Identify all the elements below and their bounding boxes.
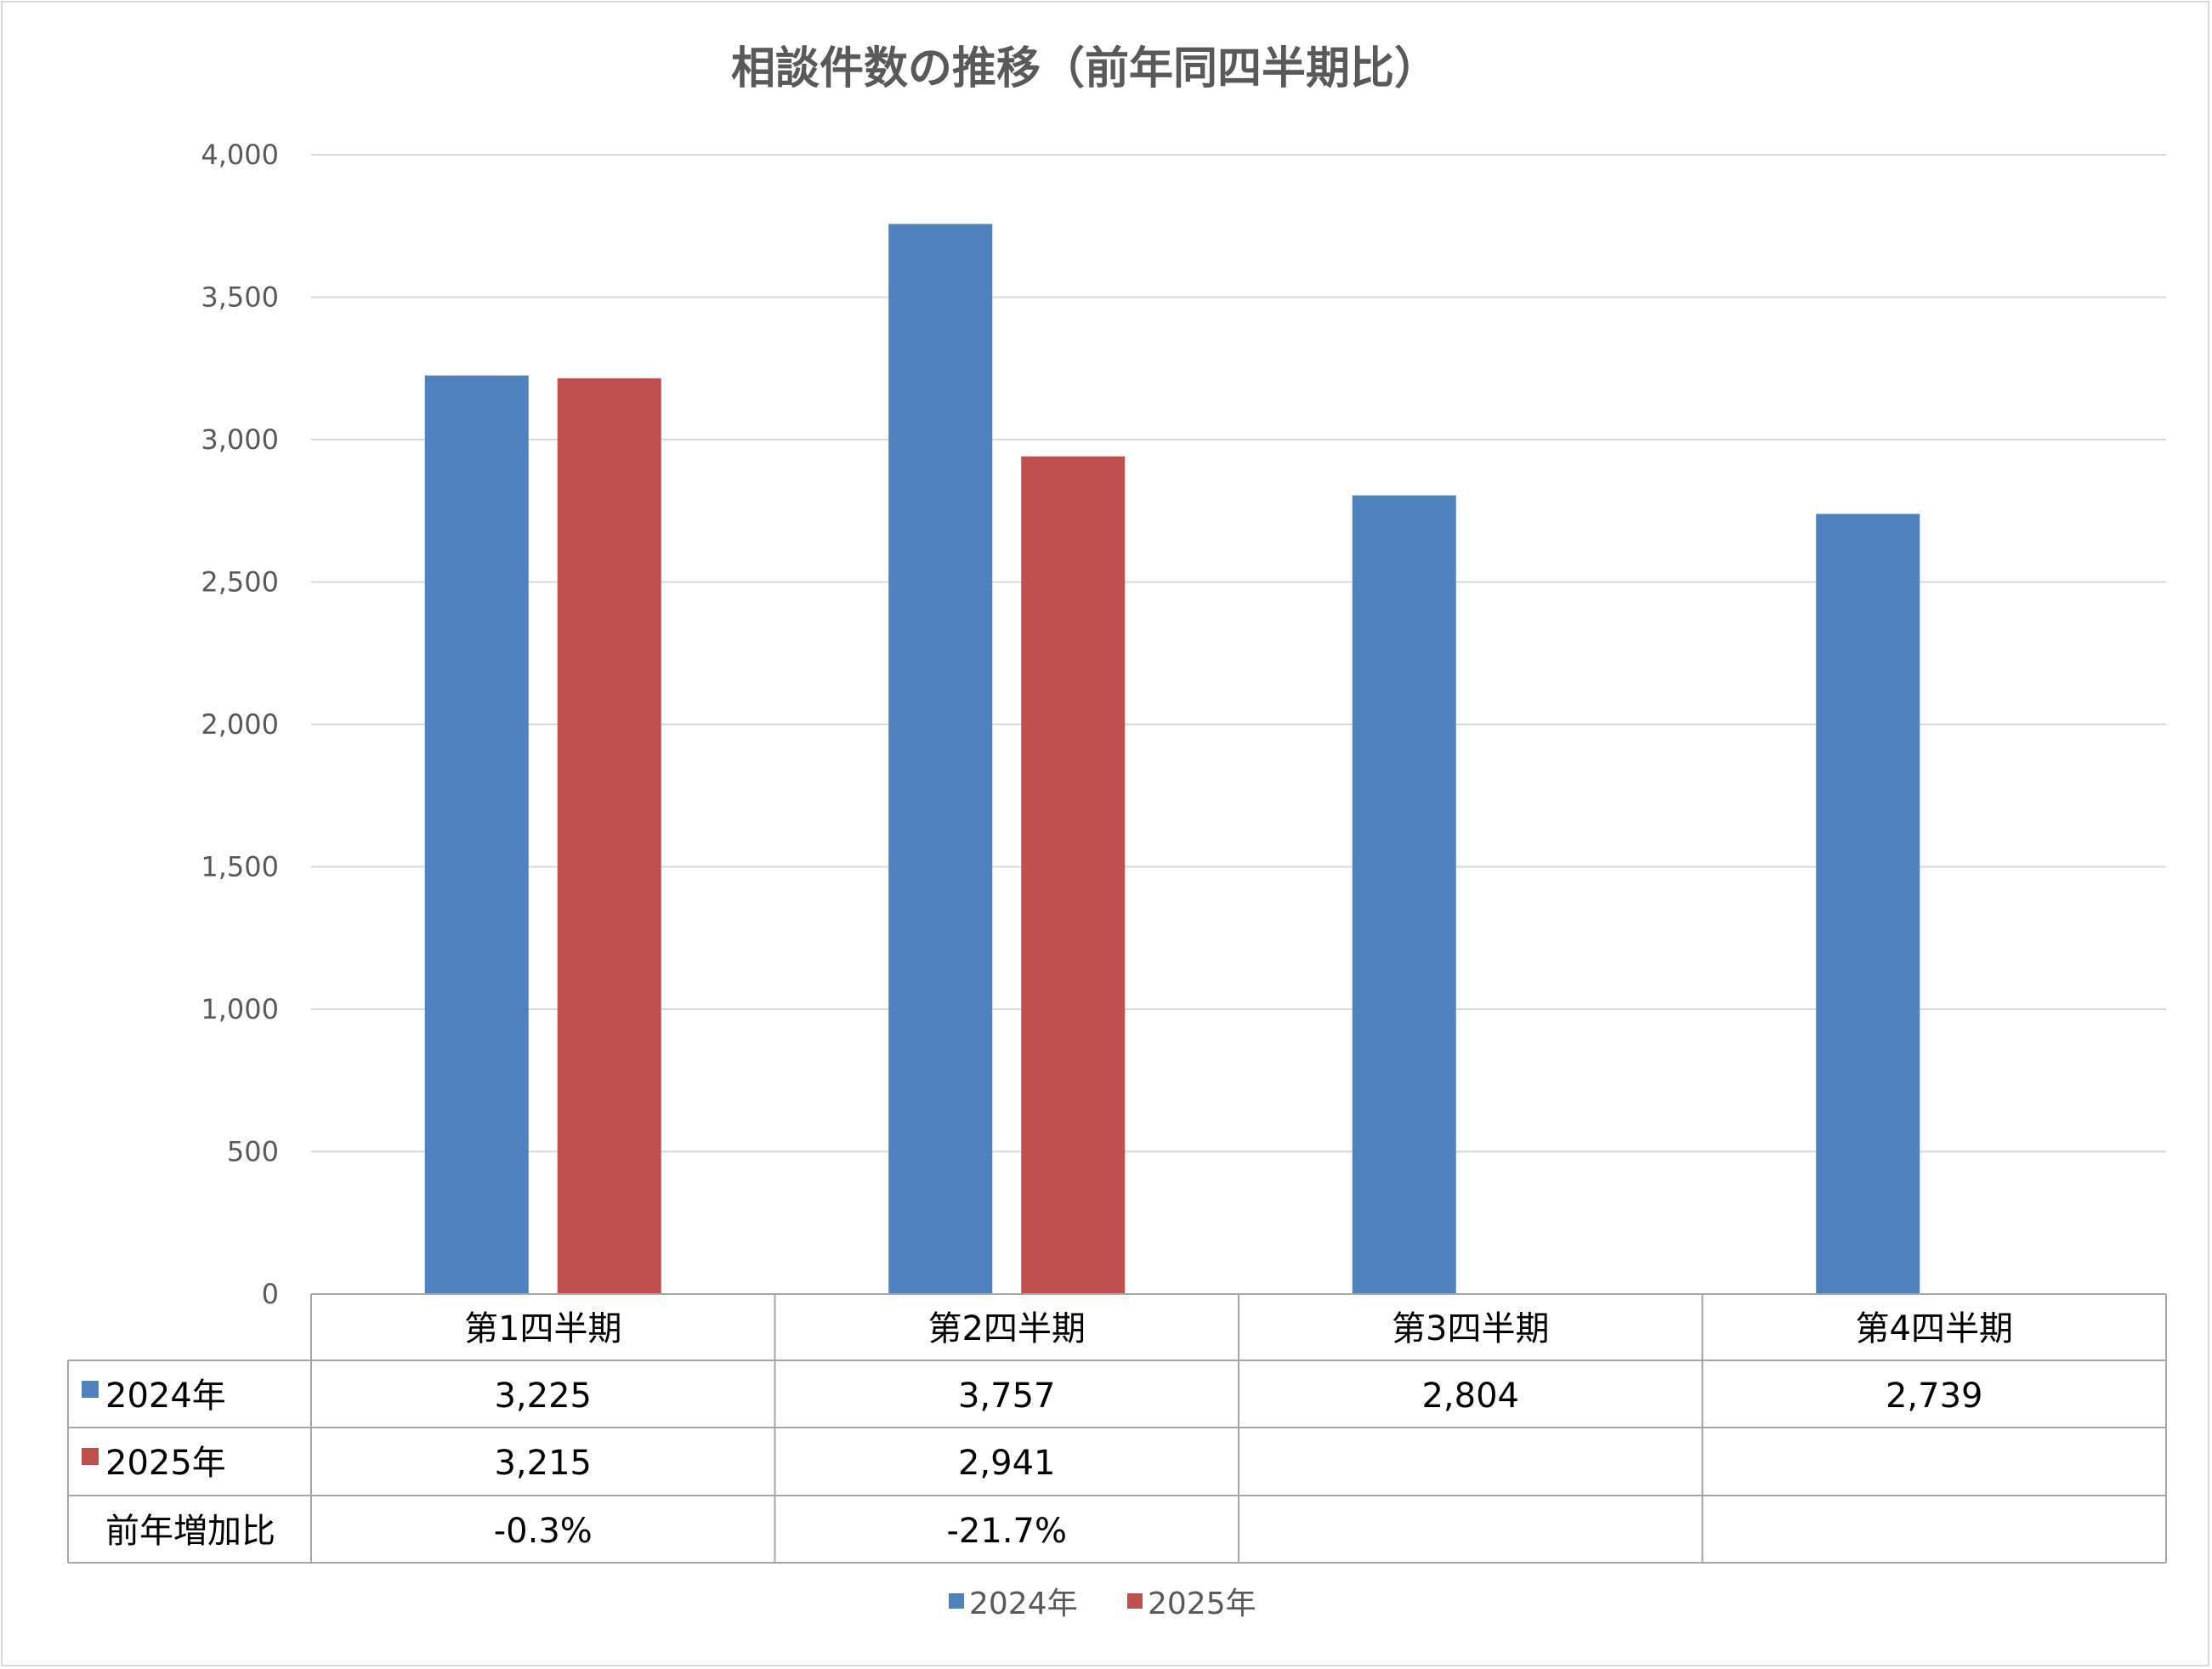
bar-2025年 (557, 378, 661, 1295)
bar-2025年 (1021, 456, 1126, 1294)
legend-swatch (1127, 1593, 1143, 1609)
y-tick-label: 2,500 (201, 566, 279, 599)
bar-2024年 (888, 224, 993, 1294)
x-tick-label: 第2四半期 (928, 1309, 1086, 1348)
y-tick-label: 4,000 (201, 139, 279, 171)
legend-key-icon (82, 1381, 99, 1398)
legend: 2024年 2025年 (949, 1587, 1256, 1621)
data-label: 3,225 (494, 1377, 592, 1416)
bar-2024年 (1352, 495, 1456, 1294)
data-table: 第1四半期 第2四半期 第3四半期 第4四半期 2024年 3,225 3,757 2,804… (67, 1293, 2167, 1564)
data-label: 2,941 (958, 1444, 1056, 1483)
table-series-name: 2024年 (105, 1377, 226, 1416)
y-axis-ticks: 0 500 1,000 1,500 2,000 2,500 3,000 3,500 4,000 (201, 139, 279, 1310)
table-series-name: 2025年 (105, 1444, 226, 1483)
y-tick-label: 3,500 (201, 281, 279, 314)
data-label: 3,757 (958, 1377, 1056, 1416)
y-tick-label: 2,000 (201, 708, 279, 741)
y-tick-label: 1,500 (201, 851, 279, 883)
bar-2024年 (1816, 514, 1920, 1294)
legend-label: 2024年 (969, 1587, 1078, 1621)
chart-title: 相談件数の推移（前年同四半期比） (731, 43, 1438, 94)
legend-key-icon (82, 1448, 99, 1465)
bar-2024年 (424, 375, 529, 1294)
table-row-label: 前年増加比 (105, 1512, 275, 1551)
bars (424, 224, 1920, 1295)
data-label: 2,804 (1421, 1377, 1519, 1416)
x-tick-label: 第1四半期 (464, 1309, 621, 1348)
y-tick-label: 1,000 (201, 993, 279, 1025)
y-tick-label: 3,000 (201, 423, 279, 456)
data-label: 3,215 (494, 1444, 592, 1483)
y-tick-label: 500 (227, 1136, 279, 1168)
legend-swatch (949, 1593, 964, 1609)
yoy-change-label: -0.3% (494, 1512, 593, 1551)
data-label: 2,739 (1886, 1377, 1983, 1416)
x-tick-label: 第4四半期 (1856, 1309, 2013, 1348)
x-tick-label: 第3四半期 (1392, 1309, 1549, 1348)
y-tick-label: 0 (262, 1278, 279, 1310)
legend-label: 2025年 (1148, 1587, 1256, 1621)
yoy-change-label: -21.7% (946, 1512, 1067, 1551)
